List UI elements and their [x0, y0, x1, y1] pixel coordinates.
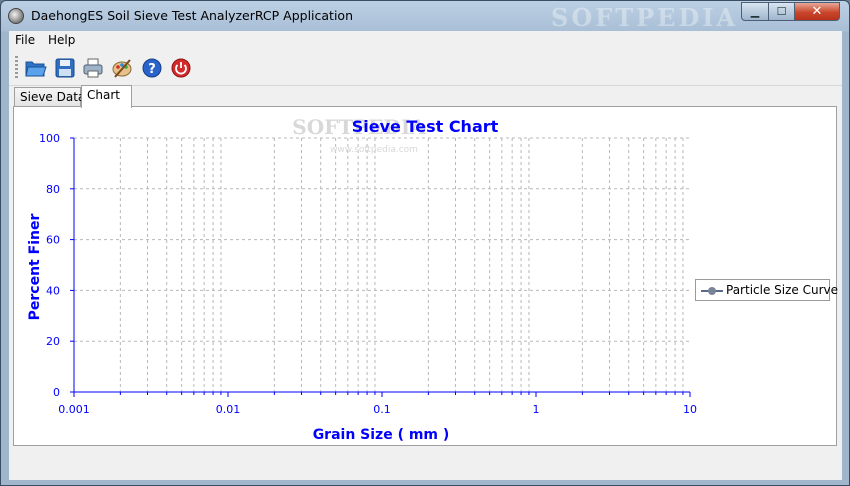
x-axis-label: Grain Size ( mm ) [313, 427, 450, 443]
svg-text:?: ? [148, 62, 156, 77]
y-tick-label: 0 [53, 386, 60, 399]
x-tick-label: 0.01 [216, 403, 241, 416]
title-bar[interactable]: DaehongES Soil Sieve Test AnalyzerRCP Ap… [1, 1, 849, 32]
power-icon [171, 58, 191, 78]
y-tick-label: 20 [46, 335, 60, 348]
toolbar-grip[interactable] [15, 56, 18, 80]
x-tick-label: 10 [683, 403, 697, 416]
toolbar: ? [9, 51, 842, 86]
status-bar [9, 448, 842, 480]
print-icon [83, 58, 103, 78]
y-tick-label: 40 [46, 284, 60, 297]
menu-bar: File Help [9, 31, 842, 50]
chart-watermark: SOFTPEDIA [292, 115, 426, 139]
y-tick-label: 100 [39, 132, 60, 145]
x-tick-label: 0.1 [373, 403, 391, 416]
minimize-button[interactable]: ▁ [741, 2, 769, 21]
chart-legend: Particle Size Curve [695, 279, 838, 301]
open-folder-icon [25, 61, 47, 77]
chart-area: SOFTPEDIA www.softpedia.com Sieve Test C… [14, 107, 838, 445]
sieve-chart: SOFTPEDIA www.softpedia.com Sieve Test C… [27, 115, 697, 443]
window-title: DaehongES Soil Sieve Test AnalyzerRCP Ap… [31, 8, 353, 23]
x-tick-label: 1 [533, 403, 540, 416]
client-area: File Help [9, 31, 842, 480]
app-icon [8, 8, 24, 24]
chart-title: Sieve Test Chart [352, 117, 499, 136]
legend-dot-marker [708, 287, 716, 295]
tab-chart[interactable]: Chart [81, 85, 132, 108]
palette-icon [112, 59, 132, 78]
y-tick-label: 60 [46, 234, 60, 247]
save-button[interactable] [52, 55, 78, 81]
close-button[interactable]: ✕ [794, 2, 840, 21]
print-button[interactable] [80, 55, 106, 81]
open-button[interactable] [23, 55, 49, 81]
x-tick-label: 0.001 [58, 403, 90, 416]
legend-label: Particle Size Curve [726, 283, 839, 297]
menu-file[interactable]: File [15, 33, 36, 47]
y-tick-label: 80 [46, 183, 60, 196]
menu-help[interactable]: Help [48, 33, 76, 47]
chart-panel: SOFTPEDIA www.softpedia.com Sieve Test C… [13, 106, 838, 446]
chart-watermark-url: www.softpedia.com [330, 145, 418, 155]
exit-button[interactable] [168, 55, 194, 81]
watermark: SOFTPEDIA [551, 3, 739, 32]
palette-button[interactable] [109, 55, 135, 81]
maximize-button[interactable]: ☐ [768, 2, 795, 21]
y-axis-label: Percent Finer [27, 214, 43, 321]
save-icon [55, 58, 75, 78]
help-icon: ? [142, 58, 162, 78]
help-button[interactable]: ? [139, 55, 165, 81]
tab-sieve-data[interactable]: Sieve Data [14, 87, 85, 107]
